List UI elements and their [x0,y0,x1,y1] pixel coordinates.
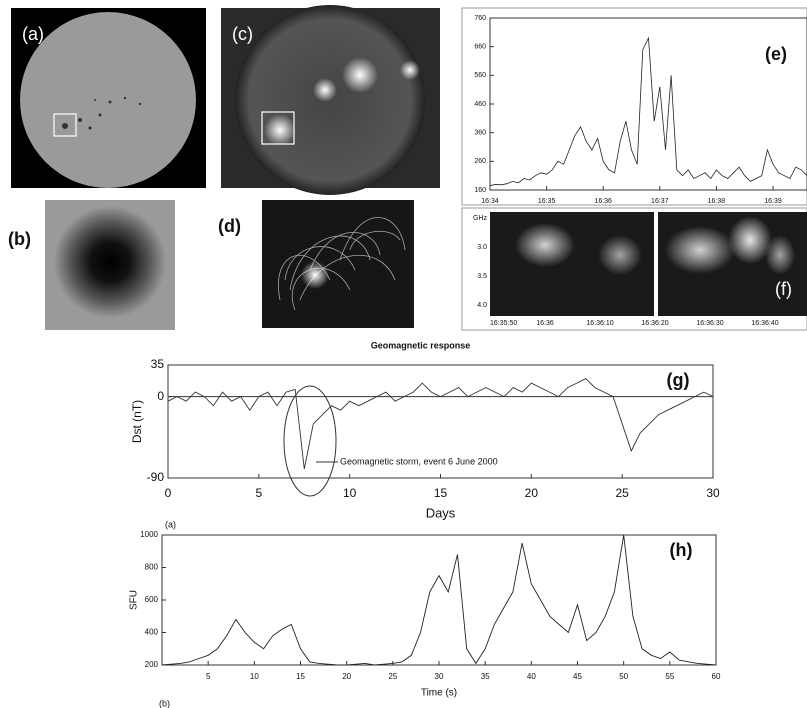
highlight-box [261,111,295,145]
x-tick-label: 45 [573,672,582,681]
panel-a: (a) [11,8,206,188]
x-tick-label: 10 [343,486,357,500]
x-tick-label: 20 [342,672,351,681]
bright-region [264,114,296,146]
x-tick-label: 16:38 [708,198,726,205]
panel-label: (g) [667,370,690,390]
x-tick-label: 16:35 [538,198,556,205]
x-tick-label: 16:39 [764,198,782,205]
highlight-box [53,113,77,137]
y-tick-label: -90 [147,470,165,484]
x-tick-label: 16:35:50 [490,320,517,327]
x-tick-label: 50 [619,672,628,681]
x-tick-label: 0 [165,486,172,500]
y-tick-label: 1000 [140,530,158,539]
y-tick-label: 3.5 [477,273,487,280]
panel-label: (d) [218,216,241,236]
panel-c: (c) [221,5,440,195]
panel-label: (c) [232,24,253,44]
y-tick-label: 260 [474,158,486,165]
annotation: Geomagnetic storm, event 6 June 2000 [340,456,498,466]
sub-label: (b) [159,698,170,708]
x-axis-label: Time (s) [421,688,457,699]
y-tick-label: 460 [474,101,486,108]
x-tick-label: 16:36 [536,320,554,327]
x-tick-label: 35 [481,672,490,681]
bright-region [313,78,337,102]
y-tick-label: 200 [145,660,159,669]
y-tick-label: 160 [474,187,486,194]
y-tick-label: 400 [145,628,159,637]
y-tick-label: 35 [151,357,165,371]
x-tick-label: 5 [255,486,262,500]
panel-label: (a) [22,24,44,44]
data-line [489,36,807,187]
y-tick-label: 600 [145,595,159,604]
sub-label: (a) [165,519,176,529]
panel-label: (h) [670,540,693,560]
x-axis-label: Days [426,505,456,520]
x-tick-label: 16:37 [651,198,669,205]
panel-d: (d) [218,200,414,328]
storm-circle [283,385,337,497]
y-tick-label: 660 [474,44,486,51]
charts: GHz 3.0 3.5 4.0 16:35:50 16:36 16:36:10 16:36:2… [129,15,807,708]
panel-label: (e) [765,44,787,64]
x-tick-label: 16:36:40 [751,320,778,327]
panel-b: (b) [8,200,175,330]
data-line [167,378,714,470]
y-tick-label: 760 [474,15,486,22]
x-tick-label: 20 [525,486,539,500]
y-tick-label: 4.0 [477,302,487,309]
x-tick-label: 16:36:10 [586,320,613,327]
x-tick-label: 30 [435,672,444,681]
y-axis-label: Dst (nT) [130,400,144,443]
x-tick-label: 16:36:20 [641,320,668,327]
x-tick-label: 40 [527,672,536,681]
sunspots [62,96,142,130]
x-tick-label: 16:36:30 [696,320,723,327]
chart-title: Geomagnetic response [371,340,471,350]
marker-line [654,212,658,316]
bright-region [342,57,378,93]
x-tick-label: 25 [615,486,629,500]
y-tick-label: 3.0 [477,244,487,251]
x-tick-label: 30 [706,486,720,500]
plot-area [161,534,717,666]
y-tick-label: 360 [474,130,486,137]
sun-disk [20,12,196,188]
panel-label: (b) [8,229,31,249]
sunspot [54,206,166,318]
x-tick-label: 5 [206,672,211,681]
image-bg [262,200,414,328]
x-tick-label: 16:36 [594,198,612,205]
x-tick-label: 10 [250,672,259,681]
bright-region [301,261,329,289]
y-axis-label: SFU [129,590,140,610]
emission [515,216,795,275]
panel-e-frame [461,7,807,206]
x-tick-label: 15 [434,486,448,500]
y-tick-label: GHz [473,215,488,222]
x-tick-label: 55 [665,672,674,681]
x-tick-label: 60 [712,672,721,681]
bright-region [400,60,420,80]
x-tick-label: 16:34 [481,198,499,205]
data-line [161,534,717,666]
x-tick-label: 25 [388,672,397,681]
y-tick-label: 800 [145,563,159,572]
x-tick-label: 15 [296,672,305,681]
panel-f: (f) [461,207,807,331]
panel-label: (f) [775,279,792,299]
y-tick-label: 0 [157,389,164,403]
y-tick-label: 560 [474,72,486,79]
